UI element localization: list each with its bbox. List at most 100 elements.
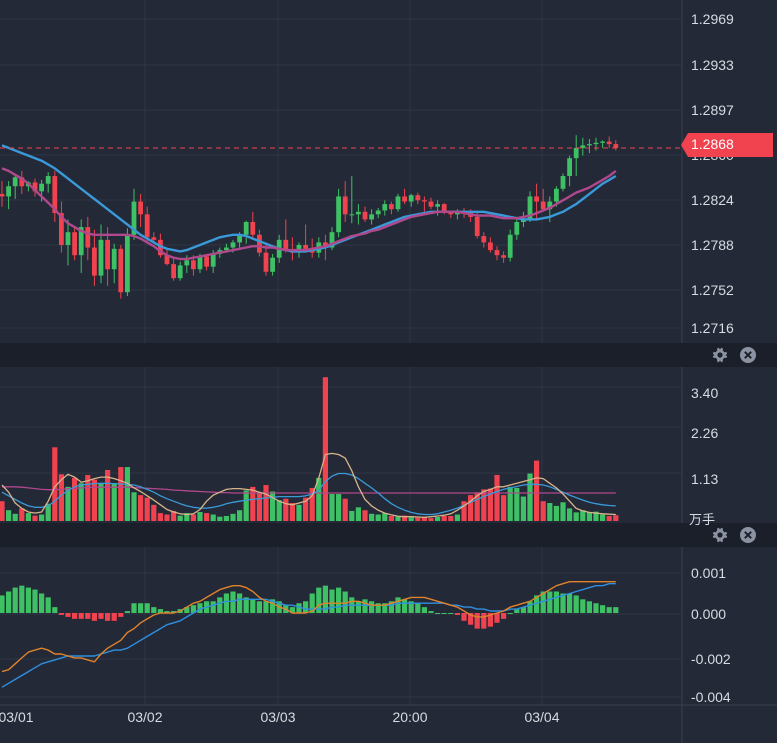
- candle-body: [573, 147, 579, 159]
- candle-body: [92, 247, 97, 276]
- price-ma-magenta-line: [1, 167, 617, 261]
- macd-histogram-bar: [296, 603, 302, 613]
- macd-histogram-bar: [138, 603, 144, 613]
- volume-bar: [72, 477, 78, 521]
- macd-histogram-bar: [309, 593, 315, 613]
- candle-body: [481, 236, 487, 243]
- gear-icon[interactable]: [711, 346, 729, 364]
- volume-bar: [0, 501, 5, 521]
- volume-bar: [547, 503, 553, 521]
- volume-bar: [375, 514, 381, 521]
- macd-histogram-bar: [606, 607, 612, 613]
- volume-bar: [144, 497, 150, 521]
- macd-histogram-bar: [270, 599, 276, 613]
- candle-body: [435, 204, 440, 207]
- x-axis-date-label: 20:00: [392, 709, 427, 725]
- macd-histogram-bar: [593, 603, 599, 613]
- volume-bar: [586, 512, 592, 521]
- candle-body: [501, 255, 506, 258]
- close-icon[interactable]: [739, 346, 757, 364]
- macd-histogram-bar: [19, 585, 25, 613]
- macd-histogram-bar: [342, 591, 348, 613]
- macd-histogram-bar: [567, 593, 573, 613]
- candle-body: [131, 201, 137, 235]
- macd-histogram-bar: [448, 613, 454, 614]
- macd-histogram-bar: [494, 613, 500, 623]
- macd-histogram-bar: [45, 597, 51, 613]
- macd-histogram-bar: [237, 593, 243, 613]
- volume-bar: [296, 504, 302, 521]
- candle-body: [6, 186, 11, 197]
- macd-tick-label: -0.002: [691, 651, 731, 667]
- volume-bar: [322, 377, 328, 521]
- candle-body: [547, 201, 553, 210]
- candle-body: [177, 265, 183, 279]
- volume-bar: [329, 494, 335, 521]
- candle-body: [105, 239, 110, 270]
- volume-bar: [494, 474, 500, 521]
- candle-body: [336, 196, 341, 233]
- candle-body: [32, 182, 38, 192]
- candle-body: [441, 204, 447, 212]
- macd-histogram-bar: [316, 587, 322, 613]
- macd-histogram-bar: [217, 597, 223, 613]
- candle-body: [197, 256, 203, 270]
- macd-dif-line: [1, 581, 616, 673]
- candle-body: [243, 221, 249, 235]
- volume-bar: [448, 515, 454, 521]
- volume-panel-toolbar: [0, 343, 777, 367]
- macd-histogram-bar: [355, 601, 361, 613]
- volume-bar: [25, 513, 31, 521]
- candle-body: [204, 256, 209, 267]
- candle-body: [210, 253, 216, 267]
- volume-bar: [428, 518, 434, 521]
- candle-body: [580, 145, 586, 148]
- macd-histogram-bar: [289, 607, 295, 613]
- volume-bar: [593, 511, 599, 521]
- volume-bar: [19, 508, 25, 521]
- macd-tick-label: -0.004: [691, 689, 731, 705]
- macd-histogram-bar: [375, 603, 381, 613]
- macd-histogram-bar: [98, 613, 104, 619]
- candle-body: [263, 252, 269, 272]
- macd-histogram-bar: [336, 587, 342, 613]
- candle-body: [98, 239, 104, 276]
- volume-bar: [98, 483, 104, 521]
- macd-histogram-bar: [388, 601, 394, 613]
- macd-histogram-bar: [501, 613, 507, 619]
- volume-bar: [131, 492, 137, 521]
- volume-bar: [388, 515, 394, 521]
- volume-bar: [91, 479, 97, 521]
- volume-bar: [540, 501, 546, 521]
- macd-histogram-bar: [560, 593, 566, 613]
- candle-body: [171, 264, 176, 279]
- candle-body: [65, 232, 71, 245]
- macd-histogram-bar: [223, 593, 229, 613]
- close-icon[interactable]: [739, 526, 757, 544]
- candle-body: [593, 142, 599, 145]
- volume-bar: [560, 502, 566, 521]
- candle-body: [303, 244, 308, 249]
- macd-histogram-bar: [105, 613, 111, 621]
- candle-body: [415, 195, 421, 201]
- macd-histogram-bar: [435, 613, 441, 614]
- volume-bar: [342, 498, 348, 521]
- candle-body: [422, 200, 427, 202]
- candle-body: [224, 247, 229, 251]
- gear-icon[interactable]: [711, 526, 729, 544]
- candle-body: [184, 260, 190, 266]
- volume-ma-magenta-line: [2, 486, 616, 494]
- macd-histogram-bar: [243, 597, 249, 613]
- volume-bar: [45, 503, 51, 521]
- macd-histogram-bar: [461, 613, 467, 621]
- volume-unit-label: 万手: [689, 513, 716, 528]
- candle-body: [587, 144, 592, 146]
- candle-body: [455, 211, 460, 215]
- macd-dea-line: [1, 583, 616, 688]
- candle-body: [494, 250, 500, 256]
- macd-histogram-bar: [39, 593, 45, 613]
- macd-histogram-bar: [6, 591, 12, 613]
- volume-bar: [223, 515, 229, 521]
- x-axis-date-label: 03/04: [524, 709, 559, 725]
